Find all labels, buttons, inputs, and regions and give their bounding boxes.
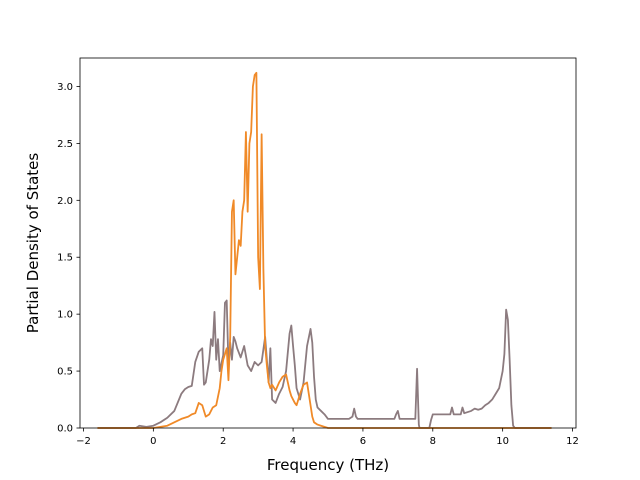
- x-tick-label: 2: [220, 436, 226, 447]
- x-tick-label: 10: [496, 436, 509, 447]
- x-tick-label: 8: [430, 436, 436, 447]
- y-axis-label: Partial Density of States: [24, 153, 42, 334]
- y-tick-label: 0.0: [57, 424, 73, 435]
- x-tick-label: 6: [360, 436, 366, 447]
- y-tick-label: 2.0: [57, 196, 73, 207]
- y-tick-label: 1.0: [57, 310, 73, 321]
- y-axis-ticks: 0.0 0.5 1.0 1.5 2.0 2.5 3.0: [57, 82, 80, 435]
- y-tick-label: 1.5: [57, 253, 73, 264]
- x-tick-label: 12: [566, 436, 579, 447]
- y-tick-label: 3.0: [57, 82, 73, 93]
- plot-lines: [97, 71, 552, 429]
- x-tick-label: −2: [76, 436, 91, 447]
- x-tick-label: 4: [290, 436, 296, 447]
- x-tick-label: 0: [150, 436, 156, 447]
- series-line-1: [97, 71, 552, 429]
- y-tick-label: 0.5: [57, 367, 73, 378]
- y-tick-label: 2.5: [57, 139, 73, 150]
- x-axis-ticks: −2 0 2 4 6 8 10 12: [76, 428, 579, 447]
- series-line-0: [97, 299, 552, 429]
- plot-frame: [79, 57, 577, 429]
- x-axis-label: Frequency (THz): [267, 456, 389, 474]
